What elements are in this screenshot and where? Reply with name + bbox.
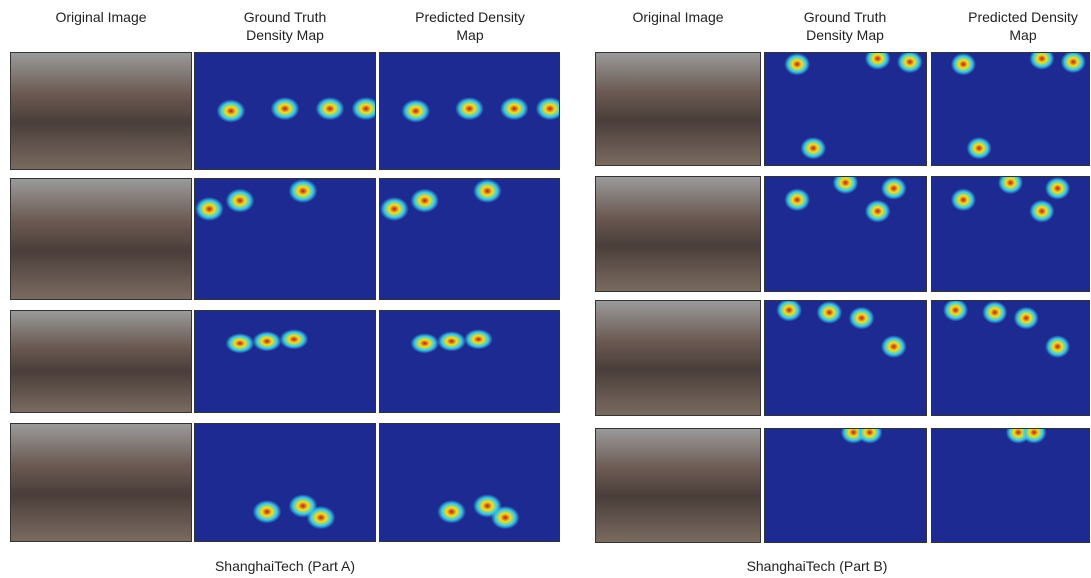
predicted-map xyxy=(379,423,560,542)
original-image xyxy=(595,300,761,416)
column-header: Ground Truth Density Map xyxy=(220,8,350,44)
panel-caption: ShanghaiTech (Part B) xyxy=(667,558,967,574)
ground-truth-map xyxy=(194,178,376,300)
column-header: Predicted Density Map xyxy=(958,8,1088,44)
ground-truth-map xyxy=(194,423,376,542)
original-image xyxy=(595,176,761,292)
ground-truth-map xyxy=(764,300,927,416)
predicted-map xyxy=(931,428,1090,543)
original-image xyxy=(10,423,192,542)
predicted-map xyxy=(931,176,1090,292)
predicted-map xyxy=(379,178,560,300)
original-image xyxy=(10,178,192,300)
ground-truth-map xyxy=(764,176,927,292)
original-image xyxy=(595,52,761,166)
predicted-map xyxy=(379,52,560,170)
column-header: Ground Truth Density Map xyxy=(780,8,910,44)
column-header: Original Image xyxy=(613,8,743,26)
predicted-map xyxy=(931,52,1090,166)
predicted-map xyxy=(931,300,1090,416)
column-header: Predicted Density Map xyxy=(405,8,535,44)
original-image xyxy=(10,310,192,413)
ground-truth-map xyxy=(764,428,927,543)
ground-truth-map xyxy=(764,52,927,166)
figure: Original Image Ground Truth Density Map … xyxy=(0,0,1091,578)
column-header: Original Image xyxy=(36,8,166,26)
predicted-map xyxy=(379,310,560,413)
original-image xyxy=(595,428,761,543)
original-image xyxy=(10,52,192,170)
ground-truth-map xyxy=(194,310,376,413)
panel-caption: ShanghaiTech (Part A) xyxy=(135,558,435,574)
ground-truth-map xyxy=(194,52,376,170)
